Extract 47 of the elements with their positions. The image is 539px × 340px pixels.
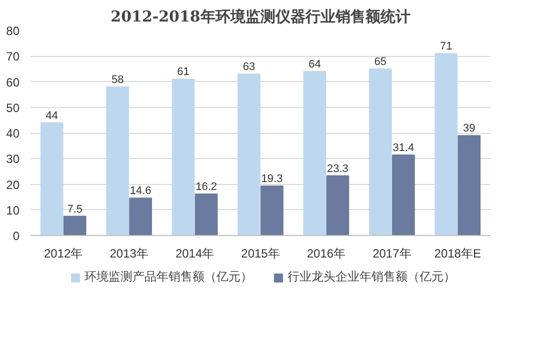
data-label: 16.2 <box>196 180 218 193</box>
bar <box>326 175 350 236</box>
y-tick-label: 20 <box>6 178 20 192</box>
x-tick-label: 2014年 <box>175 246 214 260</box>
bar <box>172 78 195 236</box>
x-tick-label: 2015年 <box>241 246 280 260</box>
data-label: 39 <box>463 122 476 135</box>
bar <box>238 74 260 236</box>
y-tick-label: 30 <box>6 152 20 166</box>
bar <box>458 135 481 236</box>
y-tick-label: 10 <box>6 203 20 218</box>
x-tick-label: 2012年 <box>44 246 83 260</box>
bar <box>369 68 392 236</box>
bar <box>434 53 458 236</box>
bar <box>194 193 218 236</box>
data-label: 23.3 <box>327 162 348 175</box>
bar <box>260 186 284 236</box>
data-label: 19.3 <box>261 173 283 186</box>
x-tick-label: 2016年 <box>306 246 346 260</box>
chart-title: 2012-2018年环境监测仪器行业销售额统计 <box>110 8 410 26</box>
bar <box>129 198 152 236</box>
data-label: 65 <box>374 56 387 68</box>
bar <box>40 122 64 236</box>
y-tick-label: 40 <box>6 126 20 140</box>
data-label: 58 <box>111 74 124 86</box>
y-tick-label: 0 <box>12 229 20 243</box>
data-label: 14.6 <box>130 185 152 198</box>
data-label: 71 <box>440 40 452 53</box>
data-label: 63 <box>242 61 256 74</box>
data-label: 64 <box>308 58 321 70</box>
x-tick-label: 2018年E <box>434 246 481 260</box>
y-tick-label: 80 <box>6 24 20 38</box>
legend-label: 行业龙头企业年销售额（亿元） <box>288 268 456 286</box>
data-label: 7.5 <box>67 203 83 216</box>
bar <box>392 154 415 236</box>
data-label: 61 <box>177 66 190 78</box>
data-label: 44 <box>46 110 58 122</box>
bar <box>63 216 86 236</box>
y-tick-label: 50 <box>6 100 20 115</box>
y-tick-label: 60 <box>6 75 20 90</box>
legend-label: 环境监测产品年销售额（亿元） <box>84 268 252 286</box>
bar <box>106 86 129 236</box>
data-label: 31.4 <box>392 142 414 154</box>
bar <box>303 71 326 236</box>
x-tick-label: 2017年 <box>372 246 412 260</box>
x-tick-label: 2013年 <box>110 246 148 260</box>
y-tick-label: 70 <box>6 50 20 64</box>
